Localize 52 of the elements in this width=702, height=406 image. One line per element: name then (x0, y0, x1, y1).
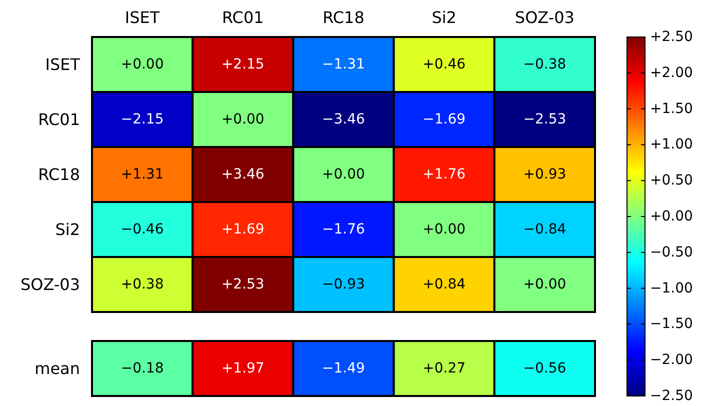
data-label: +0.00 (221, 112, 264, 128)
data-label: +1.76 (422, 166, 466, 182)
x-tick-label: ISET (124, 8, 160, 27)
color-bar-label: +2.00 (650, 64, 693, 81)
y-tick-label: mean (34, 359, 80, 378)
data-label: −2.15 (120, 112, 164, 128)
color-bar-label: −0.50 (650, 244, 693, 260)
data-label: −0.38 (523, 56, 566, 72)
color-bar-label: +0.50 (650, 172, 693, 189)
color-bar-label: −2.00 (650, 352, 693, 368)
color-bar-label: −2.50 (650, 388, 693, 404)
x-tick-label: Si2 (432, 8, 456, 27)
data-label: +0.00 (422, 222, 466, 238)
data-label: +2.15 (221, 56, 264, 72)
data-label: +3.46 (221, 166, 264, 182)
y-tick-label: Si2 (55, 220, 80, 239)
data-label: −0.93 (322, 276, 365, 292)
data-label: −2.53 (523, 112, 566, 128)
data-label: −1.69 (422, 112, 466, 128)
data-label: −0.56 (523, 360, 566, 376)
data-label: −0.84 (523, 222, 566, 238)
data-label: −1.31 (322, 56, 365, 72)
data-label: +0.27 (422, 360, 466, 376)
y-tick-label: RC01 (38, 110, 80, 129)
data-label: −3.46 (322, 112, 366, 128)
color-bar-label: −1.50 (650, 316, 693, 332)
data-label: +1.69 (221, 222, 264, 238)
x-tick-label: RC01 (222, 8, 264, 27)
data-label: −1.76 (322, 222, 366, 238)
x-tick-label: SOZ-03 (514, 8, 574, 27)
data-label: +1.31 (120, 166, 164, 182)
data-label: +1.97 (221, 360, 264, 376)
data-label: +0.00 (322, 166, 365, 182)
x-tick-label: RC18 (322, 8, 364, 27)
data-label: +0.00 (120, 56, 164, 72)
y-tick-label: SOZ-03 (20, 275, 80, 294)
color-bar-label: −1.00 (650, 280, 693, 296)
data-label: −0.46 (120, 222, 164, 238)
data-label: +0.38 (120, 276, 164, 292)
data-label: +0.93 (523, 166, 566, 182)
data-label: +0.84 (422, 276, 466, 292)
color-bar-label: +0.00 (650, 208, 693, 224)
color-bar-label: +1.50 (650, 100, 693, 117)
color-bar-label: +2.50 (650, 29, 693, 45)
y-tick-label: ISET (45, 55, 80, 74)
y-tick-label: RC18 (38, 165, 80, 184)
data-label: +2.53 (221, 276, 264, 292)
data-label: −1.49 (322, 360, 365, 376)
data-label: +0.46 (422, 56, 466, 72)
data-label: +0.00 (523, 276, 566, 292)
data-label: −0.18 (120, 360, 164, 376)
color-bar-label: +1.00 (650, 136, 693, 153)
